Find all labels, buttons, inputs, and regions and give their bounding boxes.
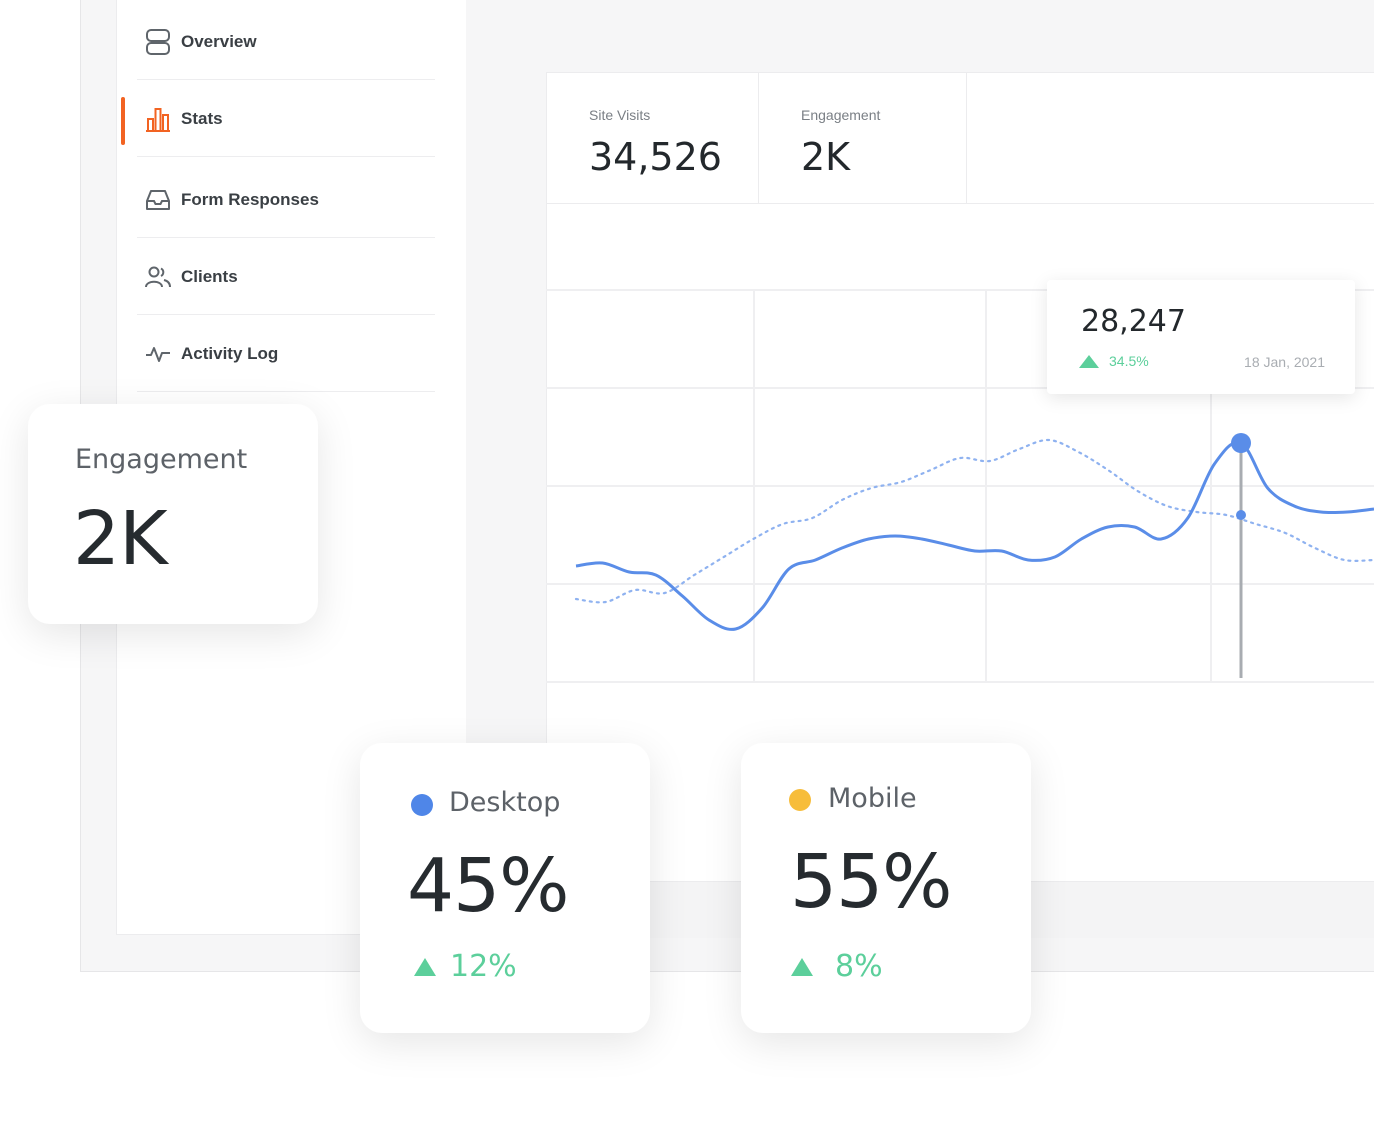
sidebar-item-clients[interactable]: Clients (137, 239, 435, 315)
arrow-up-icon (1079, 354, 1099, 368)
stat-label: Engagement (801, 107, 881, 123)
card-value: 2K (73, 496, 168, 582)
card-label: Mobile (828, 783, 917, 814)
engagement-card: Engagement 2K (28, 404, 318, 624)
arrow-up-icon (414, 957, 436, 976)
sidebar-item-label: Activity Log (181, 343, 279, 363)
tooltip-date: 18 Jan, 2021 (1244, 354, 1325, 370)
active-indicator (121, 97, 125, 145)
card-label: Desktop (449, 787, 561, 818)
divider (547, 203, 1374, 204)
server-icon (143, 27, 173, 57)
tooltip-value: 28,247 (1081, 304, 1186, 339)
card-value: 55% (790, 839, 952, 925)
stat-label: Site Visits (589, 107, 651, 123)
inbox-icon (143, 185, 173, 215)
stat-engagement: Engagement 2K (759, 73, 967, 203)
sidebar-item-form-responses[interactable]: Form Responses (137, 162, 435, 238)
bar-chart-icon (143, 104, 173, 134)
card-label: Engagement (75, 444, 248, 475)
arrow-up-icon (791, 957, 813, 976)
sidebar-item-stats[interactable]: Stats (121, 81, 435, 157)
sidebar-item-label: Overview (181, 31, 257, 51)
tooltip-change-value: 34.5% (1109, 353, 1149, 369)
card-value: 45% (407, 843, 569, 929)
stat-value: 2K (801, 135, 851, 179)
desktop-card: Desktop 45% 12% (360, 743, 650, 1033)
chart-tooltip: 28,247 34.5% 18 Jan, 2021 (1047, 280, 1355, 394)
chart-hover-point-secondary (1236, 510, 1246, 520)
sidebar-item-label: Form Responses (181, 189, 319, 209)
line-chart (546, 289, 1374, 683)
desktop-legend-dot (411, 794, 433, 816)
card-change-value: 12% (450, 949, 517, 984)
card-change: 12% (414, 949, 517, 984)
mobile-legend-dot (789, 789, 811, 811)
sidebar-item-overview[interactable]: Overview (137, 4, 435, 80)
chart-series-solid (575, 440, 1374, 631)
sidebar-item-label: Clients (181, 266, 238, 286)
activity-icon (143, 339, 173, 369)
stat-site-visits: Site Visits 34,526 (547, 73, 759, 203)
card-change: 8% (791, 949, 883, 984)
sidebar-item-label: Stats (181, 108, 223, 128)
sidebar-item-activity-log[interactable]: Activity Log (137, 316, 435, 392)
mobile-card: Mobile 55% 8% (741, 743, 1031, 1033)
tooltip-change: 34.5% (1079, 353, 1149, 369)
users-icon (143, 262, 173, 292)
card-change-value: 8% (835, 949, 883, 984)
chart-hover-point (1231, 433, 1251, 453)
stat-value: 34,526 (589, 135, 722, 179)
